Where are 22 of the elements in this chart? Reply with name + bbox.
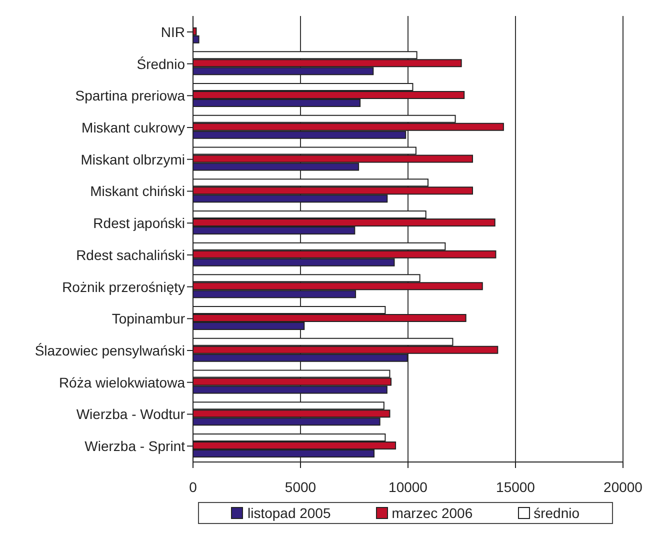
- x-tick-label: 15000: [496, 478, 536, 495]
- x-tick-label: 10000: [388, 478, 428, 495]
- y-tick-label: NIR: [160, 24, 185, 40]
- y-tick-label: Miskant chiński: [90, 183, 185, 200]
- y-tick-label: Topinambur: [112, 310, 186, 327]
- y-tick-label: Średnio: [136, 56, 186, 72]
- x-tick-label: 5000: [284, 478, 316, 495]
- y-tick-label: Miskant cukrowy: [82, 119, 185, 136]
- legend-label: marzec 2006: [390, 505, 473, 521]
- y-tick-label: Rdest japoński: [93, 215, 185, 232]
- x-tick-label: 0: [189, 478, 198, 495]
- y-tick-label: Spartina preriowa: [75, 88, 186, 104]
- legend-label: średnio: [532, 505, 580, 521]
- y-tick-label: Ślazowiec pensylwański: [34, 342, 185, 358]
- legend-label: listopad 2005: [246, 505, 331, 521]
- y-tick-label: Róża wielokwiatowa: [58, 374, 186, 390]
- y-tick-label: Wierzba - Wodtur: [76, 406, 186, 422]
- x-tick-label: 20000: [604, 478, 643, 495]
- y-tick-label: Wierzba - Sprint: [84, 438, 186, 454]
- y-tick-label: Rożnik przerośnięty: [62, 278, 185, 295]
- y-tick-label: Rdest sachaliński: [76, 246, 185, 263]
- y-tick-label: Miskant olbrzymi: [80, 151, 185, 168]
